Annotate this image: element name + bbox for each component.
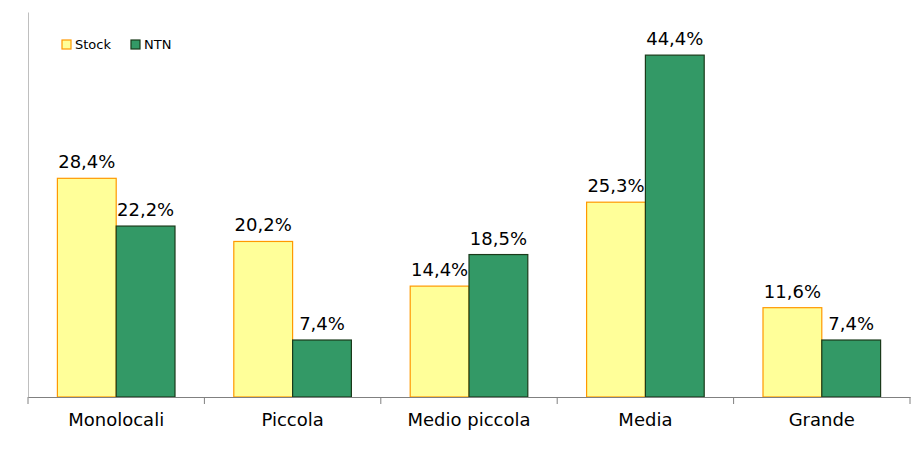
- data-label: 44,4%: [646, 28, 703, 49]
- x-tick-label: Monolocali: [68, 409, 164, 430]
- x-tick-label: Piccola: [261, 409, 323, 430]
- y-axis-line: [28, 13, 29, 398]
- category-separator: [910, 397, 911, 404]
- data-label: 7,4%: [828, 313, 874, 334]
- bar: [57, 178, 116, 397]
- legend-swatch: [131, 40, 140, 49]
- category-separator: [557, 397, 558, 404]
- plot: Monolocali Piccola Medio piccola Media Grand…: [28, 13, 911, 430]
- legend-item: Stock: [62, 37, 111, 52]
- bar: [645, 55, 704, 397]
- data-label: 25,3%: [587, 175, 644, 196]
- x-tick: Medio piccola: [407, 397, 530, 430]
- x-axis: Monolocali Piccola Medio piccola Media Grand…: [28, 397, 911, 430]
- x-tick: Grande: [789, 397, 855, 430]
- bar: [116, 226, 175, 397]
- data-labels: 28,4% 20,2% 14,4% 25,3% 11,6% 22,2% 7,4% 18,5% 4…: [58, 28, 874, 334]
- legend-label: NTN: [144, 37, 171, 52]
- data-label: 11,6%: [764, 281, 821, 302]
- category-separator: [204, 397, 205, 404]
- bar: [587, 202, 646, 397]
- bar: [293, 340, 352, 397]
- x-tick-label: Medio piccola: [407, 409, 530, 430]
- data-label: 7,4%: [299, 313, 345, 334]
- x-tick: Monolocali: [68, 397, 164, 430]
- bar: [822, 340, 881, 397]
- bars: [57, 55, 880, 397]
- data-label: 18,5%: [470, 228, 527, 249]
- bar: [410, 286, 469, 397]
- data-label: 14,4%: [411, 259, 468, 280]
- legend-swatch: [62, 40, 71, 49]
- x-tick-label: Media: [618, 409, 672, 430]
- bar: [469, 255, 528, 397]
- y-axis: [28, 13, 29, 398]
- x-tick: Media: [618, 397, 672, 430]
- chart: Monolocali Piccola Medio piccola Media Grand…: [0, 0, 919, 455]
- category-separator: [380, 397, 381, 404]
- data-label: 28,4%: [58, 151, 115, 172]
- x-tick: Piccola: [261, 397, 323, 430]
- bar: [763, 308, 822, 397]
- x-tick-label: Grande: [789, 409, 855, 430]
- data-label: 20,2%: [235, 214, 292, 235]
- x-axis-line: [29, 397, 911, 398]
- legend-item: NTN: [131, 37, 171, 52]
- category-separator: [28, 397, 29, 404]
- legend: Stock NTN: [62, 37, 171, 52]
- bar: [234, 241, 293, 397]
- category-separator: [733, 397, 734, 404]
- data-label: 22,2%: [117, 199, 174, 220]
- legend-label: Stock: [75, 37, 111, 52]
